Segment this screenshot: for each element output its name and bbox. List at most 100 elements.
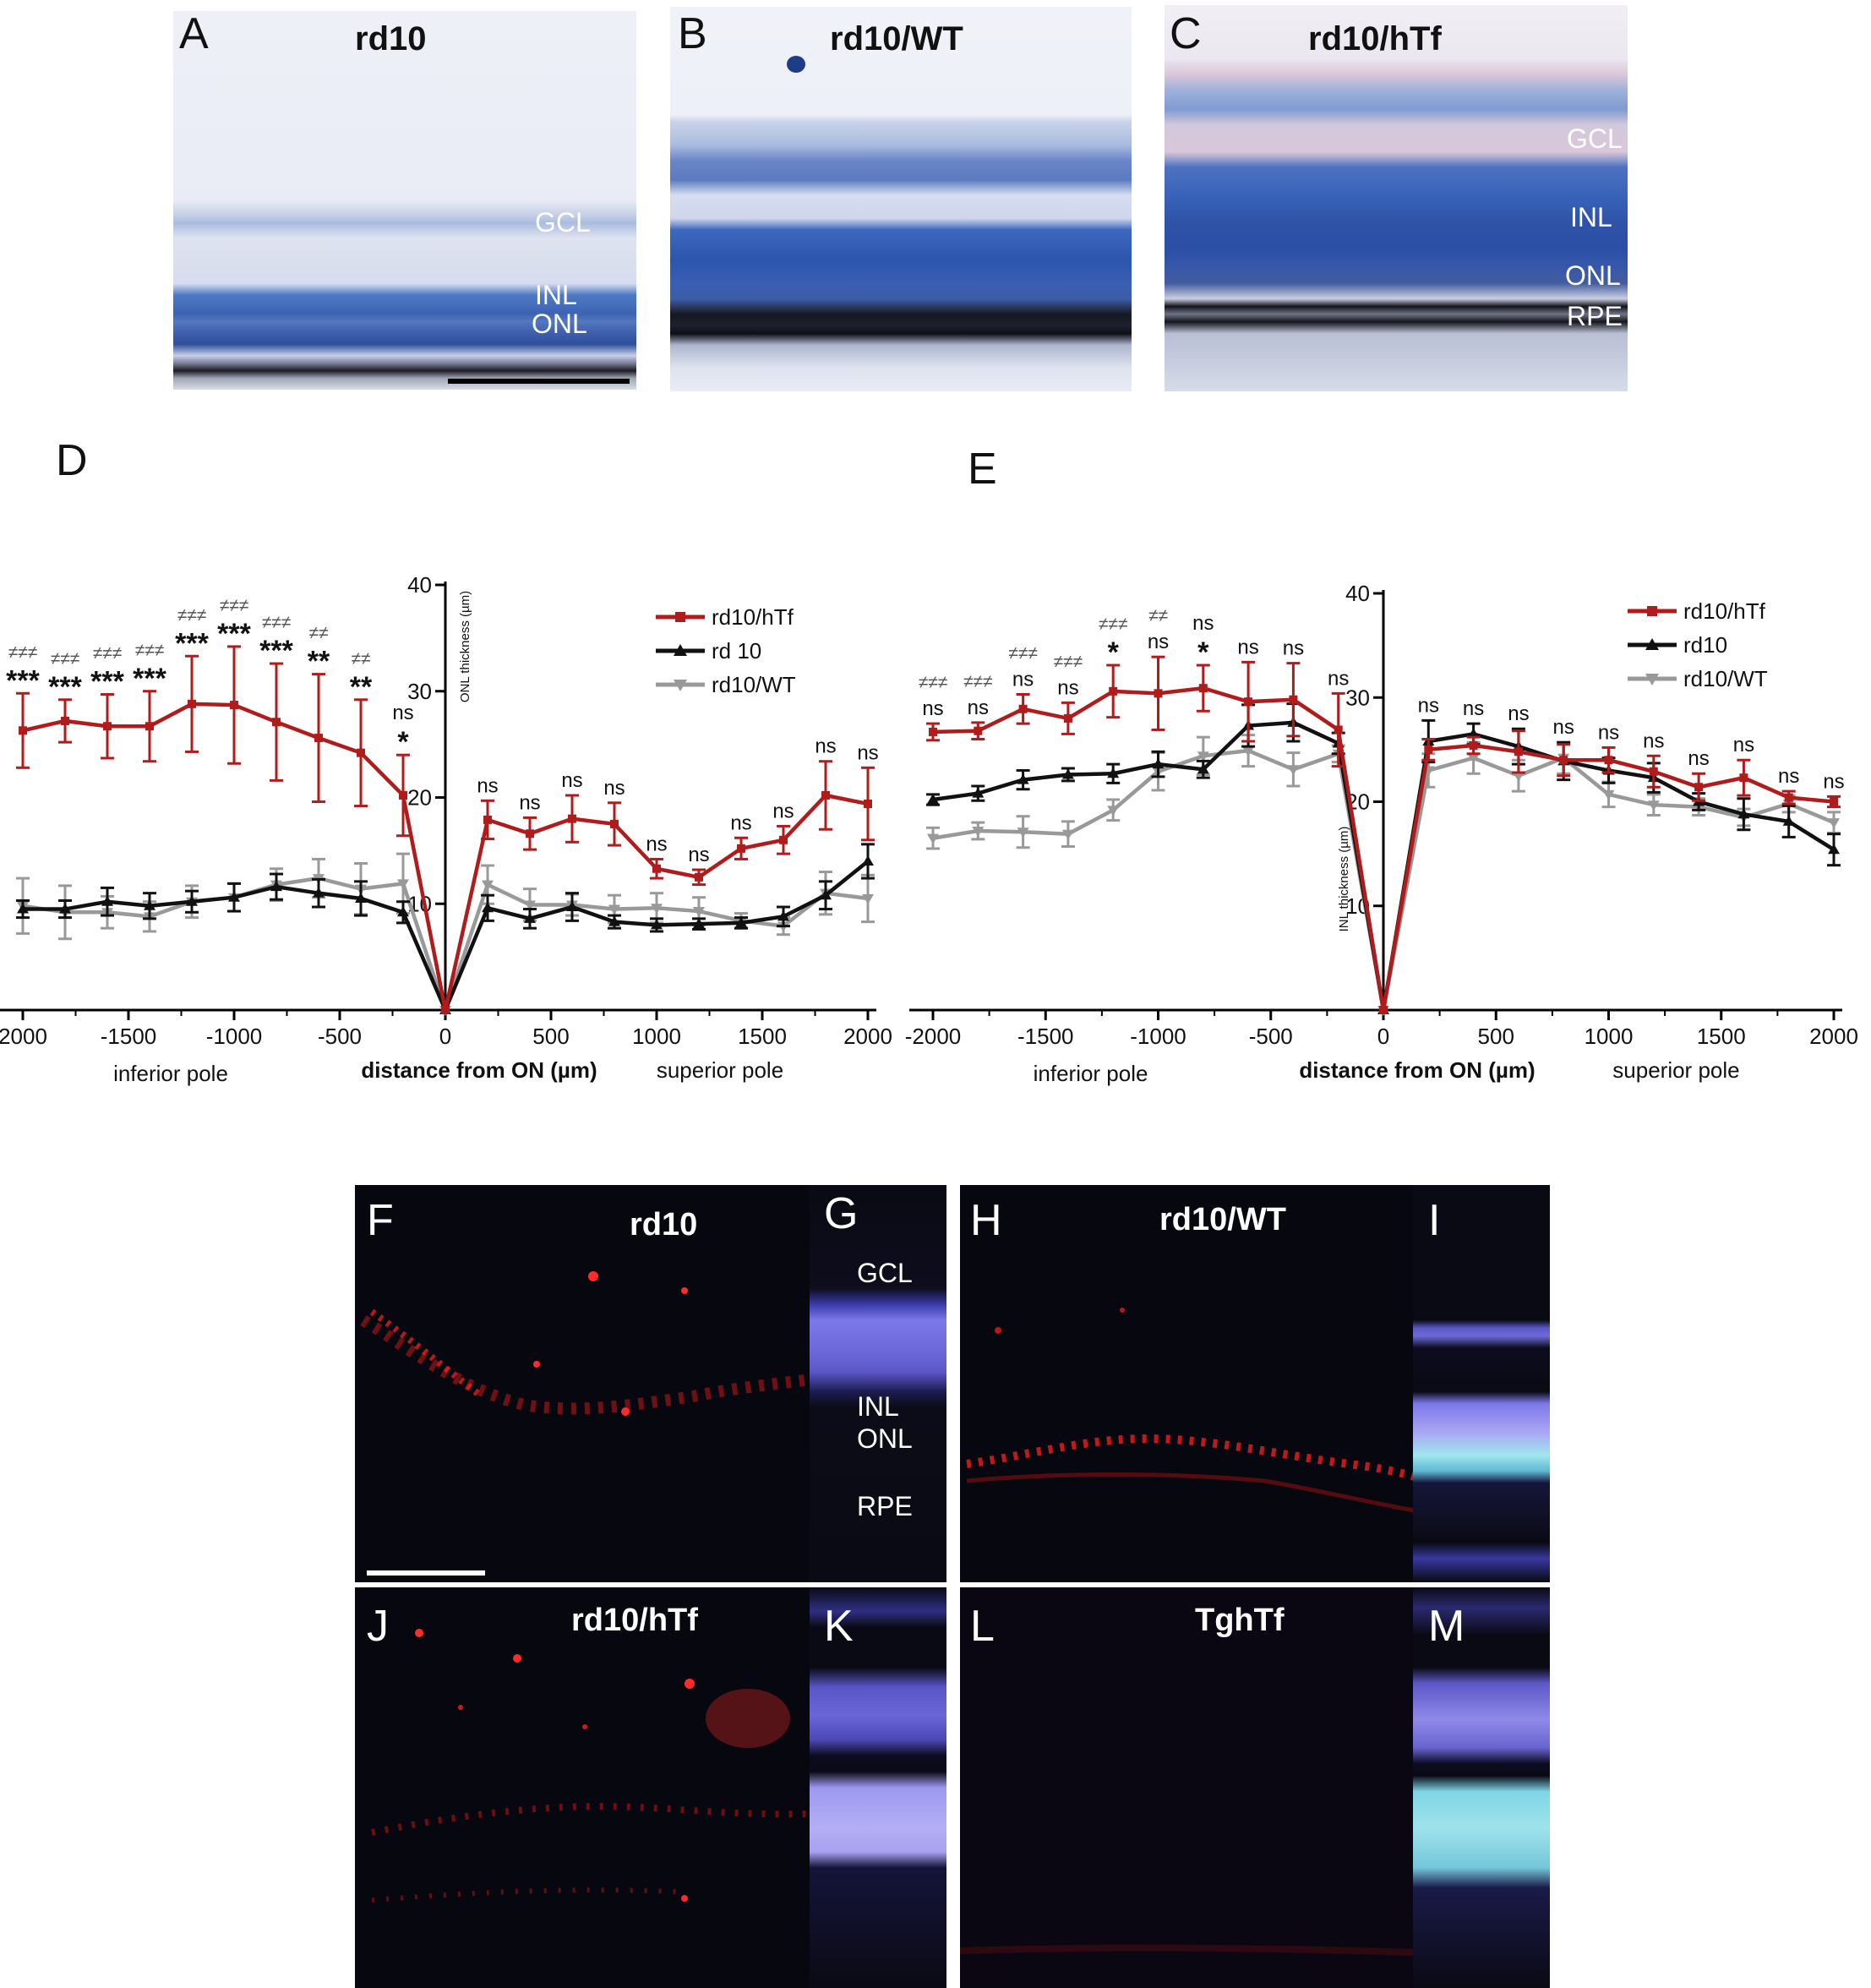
significance-label: ≠≠≠ (93, 644, 123, 664)
data-point (230, 701, 238, 710)
significance-label: ns (1823, 770, 1844, 793)
significance-label: ≠≠≠ (1008, 644, 1038, 664)
data-point (524, 912, 536, 923)
data-point (1244, 697, 1253, 707)
data-point (144, 899, 155, 910)
histology-panel-c: GCL INL ONL RPE (1165, 5, 1628, 391)
data-point (1107, 767, 1120, 778)
significance-label: *** (133, 663, 166, 695)
significance-label: ≠≠≠ (1054, 652, 1083, 671)
dapi-panel-g: GCL INL ONL RPE (810, 1185, 946, 1582)
label-gcl: GCL (535, 207, 591, 238)
significance-label: ns (815, 735, 836, 758)
histology-panel-a: GCL INL ONL (173, 11, 636, 390)
panel-letter-f: F (367, 1196, 394, 1245)
significance-label: ≠≠≠ (262, 613, 292, 632)
y-axis-label: ONL thickness (µm) (458, 591, 472, 702)
significance-label: ns (772, 800, 794, 822)
data-point (1467, 753, 1480, 764)
x-left-label: inferior pole (113, 1061, 228, 1086)
significance-label: ns (1328, 667, 1349, 690)
data-point (19, 726, 27, 735)
x-tick-label: 1000 (632, 1024, 681, 1049)
significance-label: ns (1778, 765, 1799, 788)
fluorescence-panel-f (355, 1185, 811, 1582)
significance-label: *** (6, 664, 40, 696)
data-point (929, 727, 937, 736)
panel-letter-d: D (56, 436, 88, 485)
x-tick-label: 2000 (1809, 1024, 1858, 1049)
y-tick-label: 20 (407, 785, 432, 811)
significance-label: ns (1598, 721, 1619, 744)
panel-title-j: rd10/hTf (571, 1603, 698, 1638)
significance-label: ns (519, 791, 540, 814)
significance-label: ≠≠≠ (220, 596, 249, 615)
data-point (524, 900, 536, 911)
panel-letter-a: A (179, 9, 209, 58)
label-onl: ONL (1565, 260, 1621, 291)
data-point (610, 819, 619, 828)
significance-label: ns (1643, 729, 1664, 752)
panel-title-c: rd10/hTf (1308, 20, 1442, 57)
data-point (972, 787, 985, 798)
data-point (972, 827, 985, 838)
x-tick-label: 500 (532, 1024, 569, 1049)
data-point (272, 718, 281, 727)
label-inl: INL (535, 280, 577, 310)
significance-label: *** (217, 618, 251, 650)
data-point (188, 699, 196, 708)
data-point (1197, 763, 1209, 774)
data-point (314, 734, 323, 743)
data-point (482, 880, 494, 891)
data-point (1018, 704, 1028, 713)
data-point (1604, 756, 1613, 765)
significance-label: ns (1688, 747, 1709, 770)
x-tick-label: 0 (439, 1024, 451, 1049)
x-tick-label: 2000 (843, 1024, 892, 1049)
label-gcl: GCL (857, 1258, 913, 1288)
data-point (313, 887, 325, 898)
x-tick-label: 1500 (1697, 1024, 1746, 1049)
significance-label: ≠≠≠ (1099, 614, 1128, 634)
x-tick-label: -1500 (1017, 1024, 1074, 1049)
legend-marker (1645, 638, 1659, 650)
data-point (1467, 728, 1480, 739)
x-right-label: superior pole (657, 1057, 783, 1083)
x-tick-label: -1000 (206, 1024, 263, 1049)
data-point (1830, 797, 1838, 806)
x-tick-label: -2000 (905, 1024, 962, 1049)
data-point (1152, 758, 1165, 769)
data-point (59, 903, 71, 914)
scale-bar (448, 379, 630, 384)
significance-label: ≠≠≠ (963, 672, 993, 691)
significance-label: ns (857, 741, 878, 764)
significance-label: ≠≠ (351, 649, 370, 669)
data-point (526, 829, 534, 838)
data-point (1784, 793, 1793, 802)
x-tick-label: -1000 (1130, 1024, 1186, 1049)
data-point (270, 881, 282, 892)
legend-marker (674, 680, 687, 691)
data-point (1061, 829, 1074, 840)
significance-label: ≠≠≠ (51, 649, 80, 669)
y-tick-label: 40 (1345, 581, 1370, 606)
data-point (1017, 773, 1029, 784)
legend-label: rd10 (1683, 632, 1727, 658)
data-point (1017, 827, 1029, 838)
data-point (1287, 765, 1300, 776)
significance-label: ≠≠≠ (919, 673, 948, 692)
data-point (103, 722, 112, 731)
legend-label: rd10/hTf (712, 604, 794, 630)
significance-label: ns (392, 702, 413, 724)
significance-label: * (1108, 636, 1120, 669)
y-tick-label: 30 (407, 679, 432, 704)
data-point (652, 864, 661, 873)
data-point (1469, 740, 1478, 750)
x-tick-label: -1500 (101, 1024, 157, 1049)
data-point (61, 716, 69, 725)
y-tick-label: 30 (1345, 685, 1370, 710)
data-point (737, 844, 745, 853)
scale-bar (367, 1570, 485, 1576)
data-point (1063, 713, 1072, 723)
panel-letter-j: J (367, 1602, 389, 1651)
